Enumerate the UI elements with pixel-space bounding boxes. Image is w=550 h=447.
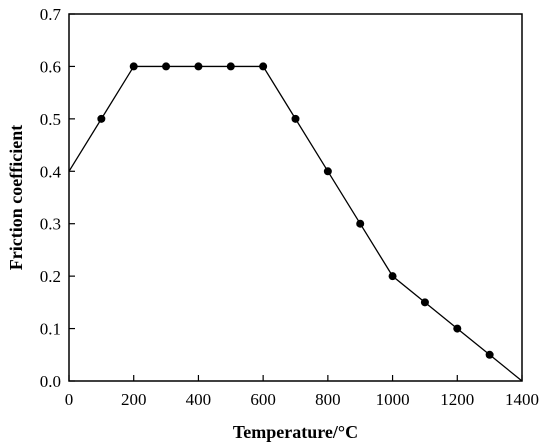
x-tick-label: 400	[186, 390, 212, 409]
data-point	[485, 350, 494, 359]
data-point	[129, 62, 138, 71]
data-point	[226, 62, 235, 71]
series-layer	[68, 62, 523, 382]
y-tick-label: 0.0	[40, 372, 61, 391]
data-point	[97, 114, 106, 123]
x-tick-label: 200	[121, 390, 147, 409]
y-tick-label: 0.2	[40, 267, 61, 286]
data-point	[323, 167, 332, 176]
y-tick-label: 0.6	[40, 57, 61, 76]
y-tick-label: 0.4	[40, 162, 62, 181]
y-tick-label: 0.7	[40, 5, 62, 24]
x-tick-label: 600	[250, 390, 276, 409]
y-tick-label: 0.3	[40, 215, 61, 234]
x-tick-label: 1400	[505, 390, 539, 409]
x-tick-label: 1200	[440, 390, 474, 409]
y-axis: 0.0 0.1 0.2 0.3 0.4 0.5 0.6 0.7	[40, 5, 75, 391]
x-axis: 0 200 400 600 800 1000 1200 1400	[65, 375, 539, 409]
data-point	[356, 219, 365, 228]
data-point	[259, 62, 268, 71]
x-tick-label: 800	[315, 390, 341, 409]
data-point	[162, 62, 171, 71]
x-tick-label: 0	[65, 390, 74, 409]
y-tick-label: 0.5	[40, 110, 61, 129]
y-axis-title: Friction coefficient	[6, 125, 26, 270]
series-line	[68, 65, 523, 382]
data-point	[194, 62, 203, 71]
x-tick-label: 1000	[376, 390, 410, 409]
plot-frame	[68, 13, 523, 382]
data-point	[291, 114, 300, 123]
data-point	[453, 324, 462, 333]
data-point	[420, 298, 429, 307]
data-point	[388, 272, 397, 281]
x-axis-title: Temperature/°C	[233, 422, 358, 442]
y-tick-label: 0.1	[40, 320, 61, 339]
